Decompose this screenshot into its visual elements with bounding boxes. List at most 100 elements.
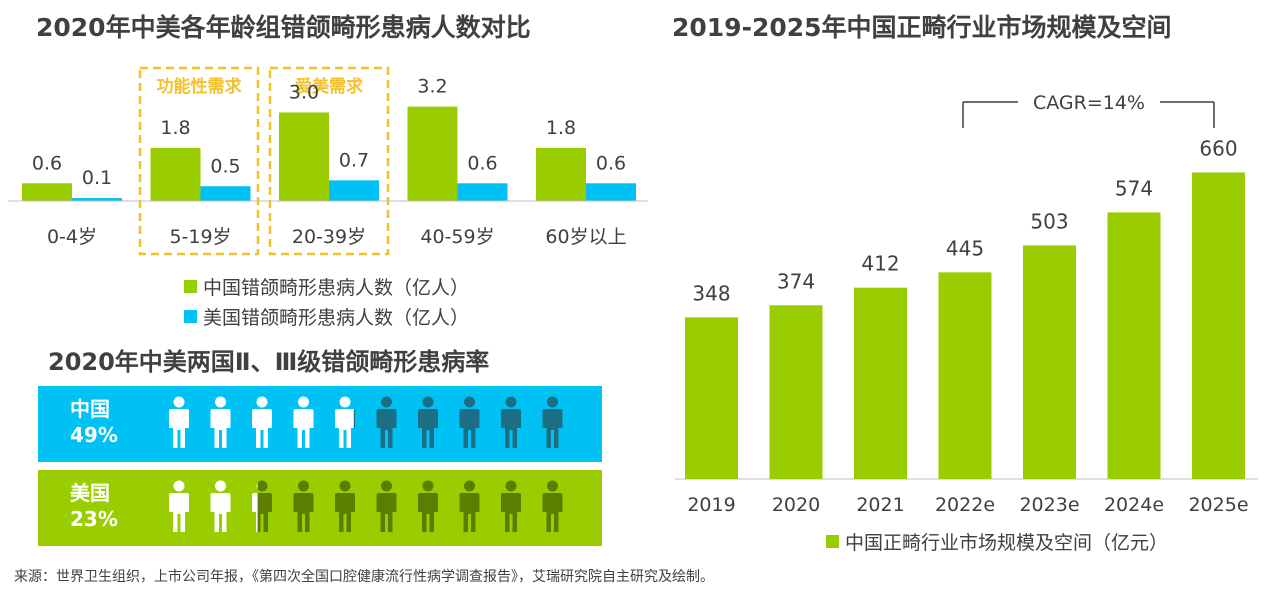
- person-filled-body: [335, 409, 354, 448]
- category-label: 2024e: [1104, 494, 1164, 516]
- data-label-market: 412: [861, 252, 899, 276]
- person-icon: [459, 396, 480, 448]
- bar-market: [685, 317, 738, 479]
- person-empty-body: [459, 409, 480, 448]
- person-empty-body: [542, 493, 563, 532]
- person-filled-body: [169, 493, 189, 532]
- bar-china: [150, 147, 201, 201]
- person-empty-head: [339, 480, 351, 492]
- person-empty-body: [293, 493, 314, 532]
- category-label: 2025e: [1188, 494, 1248, 516]
- bar-usa: [200, 186, 251, 201]
- category-label: 20-39岁: [292, 226, 366, 248]
- category-label: 40-59岁: [420, 226, 494, 248]
- legend-usa: 美国错颌畸形患病人数（亿人）: [184, 303, 469, 330]
- category-label: 2023e: [1019, 494, 1079, 516]
- person-filled-head: [173, 396, 185, 408]
- category-label: 2021: [856, 494, 904, 516]
- person-empty-head: [256, 480, 268, 492]
- person-empty-body: [335, 493, 355, 532]
- person-icon: [459, 480, 480, 532]
- person-partial: [252, 482, 258, 532]
- person-icon: [542, 480, 563, 532]
- bar-market: [1023, 245, 1076, 479]
- rate-value-china: 49%: [70, 423, 118, 447]
- person-icon: [169, 480, 189, 532]
- rate-band-usa: 美国 23%: [38, 470, 602, 546]
- bar-china: [279, 112, 329, 201]
- person-filled-head: [173, 480, 185, 492]
- legend-china: 中国错颌畸形患病人数（亿人）: [184, 273, 469, 300]
- person-empty-head: [505, 396, 517, 408]
- person-icon: [418, 396, 438, 448]
- data-label-usa: 0.1: [82, 167, 112, 189]
- person-icon: [501, 396, 521, 448]
- person-icon: [335, 396, 355, 448]
- legend-swatch-china: [184, 280, 197, 293]
- person-icon: [376, 396, 397, 448]
- legend-label-usa: 美国错颌畸形患病人数（亿人）: [203, 307, 470, 329]
- category-label: 60岁以上: [545, 226, 626, 248]
- data-label-china: 3.2: [417, 76, 447, 98]
- person-filled-head: [215, 480, 226, 492]
- person-empty-body: [418, 493, 438, 532]
- person-icon: [501, 480, 521, 532]
- category-label: 5-19岁: [169, 226, 231, 248]
- rate-band-china: 中国 49%: [38, 386, 602, 462]
- person-empty-body: [542, 409, 563, 448]
- person-empty-body: [459, 493, 480, 532]
- person-empty-head: [547, 396, 558, 408]
- person-filled-head: [256, 396, 268, 408]
- bar-china: [407, 106, 458, 201]
- person-empty-head: [464, 480, 475, 492]
- rate-label-usa: 美国 23%: [70, 480, 118, 532]
- person-icons-usa: [169, 480, 563, 532]
- bar-china: [536, 147, 586, 201]
- category-label: 2019: [687, 494, 735, 516]
- bar-market: [769, 305, 823, 479]
- bar-market: [1107, 212, 1161, 480]
- legend-swatch-usa: [184, 310, 197, 323]
- person-icon: [293, 396, 314, 448]
- data-label-usa: 0.5: [210, 155, 240, 177]
- data-label-usa: 0.6: [596, 152, 626, 174]
- person-partial: [335, 396, 354, 448]
- person-icon: [210, 480, 231, 532]
- category-label: 2022e: [935, 494, 995, 516]
- annotation-box: [268, 66, 390, 256]
- person-filled-head: [298, 396, 309, 408]
- person-icon: [169, 396, 189, 448]
- legend-market: 中国正畸行业市场规模及空间（亿元）: [826, 528, 1168, 555]
- person-empty-body: [501, 493, 521, 532]
- country-name-china: 中国: [70, 397, 110, 421]
- person-filled-head: [256, 482, 258, 490]
- data-label-market: 374: [777, 269, 815, 293]
- person-empty-body: [376, 409, 397, 448]
- person-icon: [252, 396, 272, 448]
- person-filled-body: [169, 409, 189, 448]
- annotation-label: 功能性需求: [157, 76, 242, 97]
- bar-china: [22, 183, 72, 201]
- person-empty-head: [381, 396, 392, 408]
- person-filled-body: [210, 409, 231, 448]
- person-empty-head: [464, 396, 475, 408]
- bar-market: [938, 272, 992, 479]
- bar-usa: [72, 198, 122, 201]
- person-empty-head: [505, 480, 517, 492]
- legend-swatch-market: [826, 535, 839, 548]
- market-chart-title: 2019-2025年中国正畸行业市场规模及空间: [672, 13, 1172, 42]
- data-label-market: 348: [692, 281, 730, 305]
- data-label-market: 574: [1115, 176, 1153, 200]
- person-icon: [252, 480, 272, 532]
- rate-chart-title: 2020年中美两国Ⅱ、Ⅲ级错颌畸形患病率: [48, 348, 490, 376]
- bar-usa: [329, 180, 379, 201]
- data-label-china: 3.0: [289, 82, 319, 104]
- person-icon: [210, 396, 231, 448]
- person-filled-body: [293, 409, 314, 448]
- person-empty-head: [298, 480, 309, 492]
- annotation-label: 爱美需求: [295, 76, 363, 97]
- rate-value-usa: 23%: [70, 507, 118, 531]
- person-filled-body: [210, 493, 231, 532]
- cagr-label: CAGR=14%: [1033, 92, 1145, 114]
